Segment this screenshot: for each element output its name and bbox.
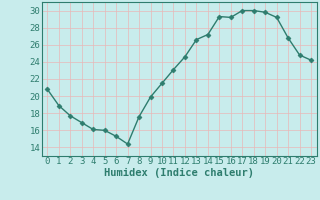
X-axis label: Humidex (Indice chaleur): Humidex (Indice chaleur) [104, 168, 254, 178]
